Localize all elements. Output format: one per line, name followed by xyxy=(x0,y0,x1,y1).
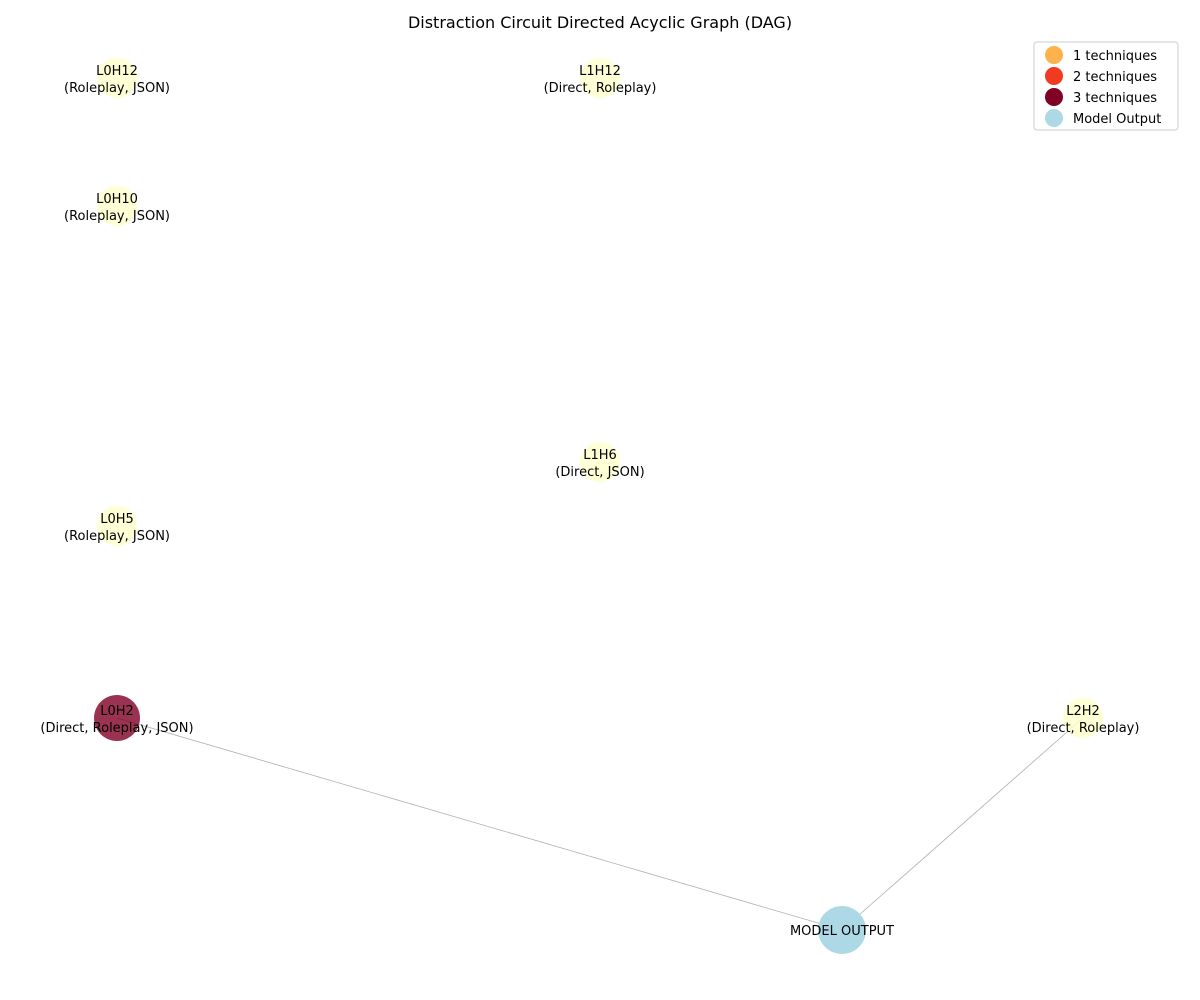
node-l0h2: L0H2 (Direct, Roleplay, JSON) xyxy=(40,695,194,741)
node-l0h10: L0H10 (Roleplay, JSON) xyxy=(64,186,170,226)
legend: 1 techniques 2 techniques 3 techniques Mode… xyxy=(1033,41,1179,131)
node-label: L1H6 xyxy=(583,448,617,463)
node-techniques: (Roleplay, JSON) xyxy=(64,209,170,224)
node-label: L0H10 xyxy=(96,192,138,207)
node-techniques: (Direct, Roleplay) xyxy=(1027,721,1140,736)
node-l0h5: L0H5 (Roleplay, JSON) xyxy=(64,506,170,546)
legend-marker xyxy=(1045,46,1063,64)
node-circle xyxy=(580,442,620,482)
node-techniques: (Roleplay, JSON) xyxy=(64,529,170,544)
node-label: L1H12 xyxy=(579,64,621,79)
legend-item-3-techniques: 3 techniques xyxy=(1045,88,1157,106)
node-label: L0H5 xyxy=(100,512,134,527)
node-circle xyxy=(97,186,137,226)
node-circle xyxy=(97,506,137,546)
node-label: L0H12 xyxy=(96,64,138,79)
node-circle xyxy=(97,58,137,98)
diagram-title: Distraction Circuit Directed Acyclic Gra… xyxy=(408,13,792,32)
node-techniques: (Direct, Roleplay) xyxy=(544,81,657,96)
legend-label: 3 techniques xyxy=(1073,91,1157,106)
legend-item-1-techniques: 1 techniques xyxy=(1045,46,1157,64)
node-circle xyxy=(818,906,866,954)
legend-label: 2 techniques xyxy=(1073,70,1157,85)
node-label: L2H2 xyxy=(1066,704,1100,719)
node-techniques: (Direct, JSON) xyxy=(555,465,644,480)
node-l1h12: L1H12 (Direct, Roleplay) xyxy=(544,58,657,98)
node-l2h2: L2H2 (Direct, Roleplay) xyxy=(1027,698,1140,738)
node-circle xyxy=(580,58,620,98)
legend-marker xyxy=(1045,67,1063,85)
legend-marker xyxy=(1045,88,1063,106)
nodes-layer: L0H12 (Roleplay, JSON) L1H12 (Direct, Rolep… xyxy=(40,58,1139,954)
edge-l2h2-to-output xyxy=(841,717,1084,931)
node-techniques: (Roleplay, JSON) xyxy=(64,81,170,96)
node-l1h6: L1H6 (Direct, JSON) xyxy=(555,442,645,482)
legend-item-model-output: Model Output xyxy=(1045,109,1161,127)
node-label: L0H2 xyxy=(100,704,134,719)
legend-marker xyxy=(1045,109,1063,127)
node-label: MODEL OUTPUT xyxy=(790,924,894,939)
legend-item-2-techniques: 2 techniques xyxy=(1045,67,1157,85)
legend-frame xyxy=(1033,41,1179,131)
node-circle xyxy=(94,695,140,741)
legend-label: 1 techniques xyxy=(1073,49,1157,64)
node-l0h12: L0H12 (Roleplay, JSON) xyxy=(64,58,170,98)
node-techniques: (Direct, Roleplay, JSON) xyxy=(40,721,193,736)
node-output: MODEL OUTPUT xyxy=(790,906,894,954)
legend-label: Model Output xyxy=(1073,112,1161,127)
node-circle xyxy=(1063,698,1103,738)
edge-l0h2-to-output xyxy=(116,717,843,931)
edges-layer xyxy=(116,717,1084,931)
